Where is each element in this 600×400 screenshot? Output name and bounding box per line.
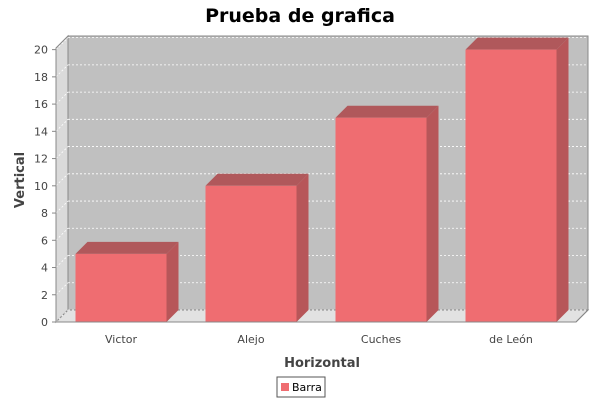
- legend-swatch: [281, 383, 289, 391]
- grid-line-diagonal: [55, 91, 69, 105]
- legend-label: Barra: [292, 381, 322, 394]
- grid-line-diagonal: [55, 255, 69, 268]
- bar-front: [75, 253, 167, 322]
- bar: [335, 105, 439, 322]
- bar-top: [75, 241, 179, 254]
- bar: [205, 173, 309, 322]
- grid-line-diagonal: [55, 37, 69, 50]
- bars: [75, 37, 569, 322]
- x-tick-label: Cuches: [361, 333, 401, 346]
- grid-line-diagonal: [55, 228, 69, 241]
- bar: [75, 241, 179, 322]
- legend-box: [276, 376, 326, 398]
- grid-line-diagonal: [55, 282, 69, 296]
- y-tick-label: 12: [34, 153, 48, 166]
- y-tick-label: 0: [41, 316, 48, 329]
- bar-side: [166, 241, 179, 322]
- y-tick-label: 2: [41, 289, 48, 302]
- x-axis-title: Horizontal: [284, 356, 360, 371]
- bar-front: [335, 117, 427, 322]
- chart-title: Prueba de grafica: [205, 5, 395, 27]
- bar-side: [426, 105, 439, 322]
- bar-front: [205, 185, 297, 322]
- bar: [465, 37, 569, 322]
- x-tick-label: Alejo: [237, 333, 264, 346]
- bar-side: [296, 173, 309, 322]
- y-tick-label: 4: [41, 262, 48, 275]
- y-tick-label: 20: [34, 44, 48, 57]
- x-tick-label: Victor: [105, 333, 137, 346]
- grid-line-diagonal: [55, 64, 69, 78]
- y-tick-label: 8: [41, 207, 48, 220]
- bar-top: [465, 37, 569, 50]
- grid-line-diagonal: [55, 309, 69, 323]
- plot-left-wall: [55, 34, 69, 324]
- y-tick-label: 16: [34, 98, 48, 111]
- y-tick-label: 14: [34, 125, 48, 138]
- grid-line-diagonal: [55, 200, 69, 214]
- y-tick-label: 6: [41, 234, 48, 247]
- x-axis-depth-line: [575, 309, 589, 323]
- y-axis: 0 2 4 6 8 10 12 14 16 18 20: [34, 44, 57, 329]
- y-axis-title: Vertical: [13, 152, 28, 208]
- grid-line-diagonal: [55, 146, 69, 159]
- y-tick-label: 10: [34, 180, 48, 193]
- bar-side: [556, 37, 569, 322]
- legend: Barra: [276, 376, 326, 398]
- bar-top: [205, 173, 309, 186]
- grid-line-diagonal: [55, 119, 69, 132]
- x-tick-label: de León: [489, 333, 533, 346]
- grid-line-diagonal: [55, 173, 69, 187]
- y-tick-label: 18: [34, 71, 48, 84]
- bar-top: [335, 105, 439, 118]
- bar-front: [465, 49, 557, 322]
- x-axis: Victor Alejo Cuches de León: [56, 309, 589, 346]
